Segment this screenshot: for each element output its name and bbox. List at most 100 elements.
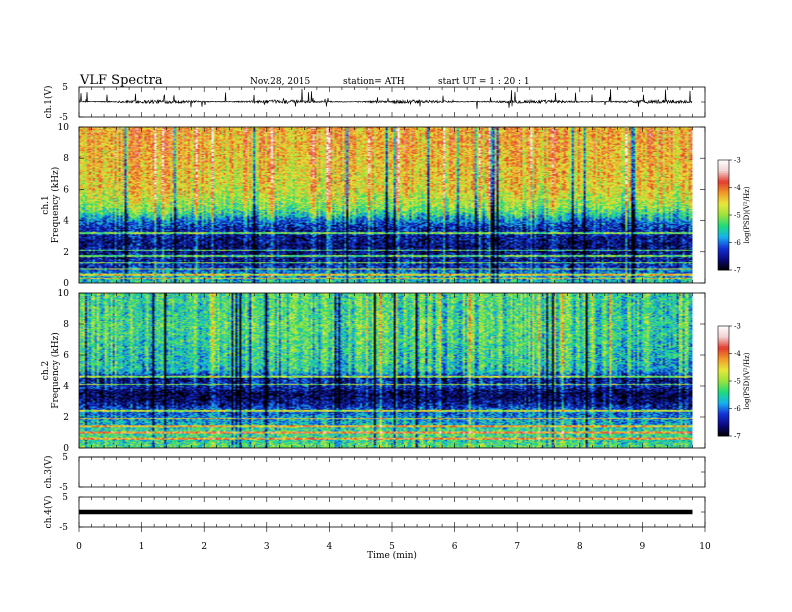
ch1-colorbar-swatch (718, 218, 729, 221)
ch1-colorbar-swatch (718, 257, 729, 260)
ch1-colorbar-swatch (718, 167, 729, 170)
ch2-colorbar-swatch (718, 340, 729, 343)
ch2-colorbar-swatch (718, 403, 729, 406)
ch2-colorbar-swatch (718, 326, 729, 329)
ch2-colorbar-swatch (718, 434, 729, 437)
ch2-colorbar-tick-label: -4 (734, 350, 741, 358)
ch1-colorbar-swatch (718, 209, 729, 212)
ch2-colorbar-swatch (718, 381, 729, 384)
ch1-colorbar-swatch (718, 189, 729, 192)
ch4-ylabel: ch.4(V) (43, 496, 54, 529)
ch2-colorbar: -3 -4 -5 -6 -7 log(PSD)(V²/Hz) (717, 323, 751, 441)
ch1-spec-ytick-label: 0 (63, 279, 69, 289)
ch1-colorbar-swatch (718, 229, 729, 232)
ch2-colorbar-swatch (718, 337, 729, 340)
ch2-colorbar-swatch (718, 346, 729, 349)
ch2-colorbar-swatch (718, 419, 729, 422)
time-tick-label: 4 (327, 542, 333, 552)
ch2-colorbar-swatch (718, 386, 729, 389)
ch1-colorbar-swatch (718, 185, 729, 188)
ch1-colorbar-tick-label: -4 (734, 184, 741, 192)
ch1-colorbar-swatch (718, 231, 729, 234)
ch2-colorbar-swatch (718, 327, 729, 331)
ch2-colorbar-swatch (718, 397, 729, 400)
ch1-colorbar-swatch (718, 163, 729, 166)
ch1-colorbar-swatch (718, 191, 729, 194)
ch1-spectrogram-panel: 0 2 4 6 8 10 ch.1 Frequency (kHz) (41, 123, 706, 289)
ch1-ylabel: ch.1(V) (43, 86, 54, 119)
time-tick-label: 10 (699, 542, 711, 552)
ch3-ytick-label: 5 (62, 453, 68, 463)
ch2-spec-ytick-label: 2 (63, 413, 69, 423)
ch2-colorbar-swatch (718, 329, 729, 332)
ch1-colorbar-swatch (718, 171, 729, 174)
ch1-colorbar-swatch (718, 204, 729, 207)
ch2-colorbar-swatch (718, 417, 729, 420)
ch1-ytick-label: 5 (62, 83, 68, 93)
time-axis-label: Time (min) (367, 550, 417, 561)
ch1-spec-ylabel: Frequency (kHz) (50, 167, 61, 244)
ch2-spectrogram-image (79, 293, 693, 448)
start-time-label: start UT = 1 : 20 : 1 (438, 77, 530, 87)
ch2-colorbar-swatch (718, 360, 729, 364)
ch1-colorbar-swatch (718, 216, 729, 220)
ch4-waveform-panel: 5 -5 ch.4(V) (43, 493, 706, 533)
ch1-colorbar-swatch (718, 240, 729, 243)
ch2-colorbar-swatch (718, 375, 729, 378)
station-label: station= ATH (343, 77, 405, 87)
figure-title: VLF Spectra (79, 73, 163, 88)
ch2-spec-channel-label: ch.2 (41, 361, 51, 380)
ch1-colorbar-swatch (718, 207, 729, 210)
ch2-colorbar-swatch (718, 368, 729, 371)
ch2-colorbar-swatch (718, 390, 729, 393)
ch2-colorbar-swatch (718, 366, 729, 369)
ch2-colorbar-swatch (718, 362, 729, 365)
ch1-colorbar-swatch (718, 213, 729, 216)
ch1-colorbar-swatch (718, 183, 729, 187)
ch2-colorbar-swatch (718, 399, 729, 402)
ch2-colorbar-swatch (718, 353, 729, 356)
ch1-colorbar-swatch (718, 262, 729, 265)
time-axis: 0 1 2 3 4 5 6 7 8 9 10 Time (min) (76, 527, 711, 561)
ch1-colorbar-swatch (718, 249, 729, 253)
ch2-spec-ytick-label: 6 (63, 351, 69, 361)
ch1-colorbar-swatch (718, 187, 729, 190)
ch1-spec-channel-label: ch.1 (41, 195, 51, 214)
ch2-spec-ytick-label: 8 (63, 320, 69, 330)
ch2-colorbar-swatch (718, 344, 729, 347)
time-tick-label: 3 (264, 542, 270, 552)
ch1-colorbar-swatch (718, 220, 729, 223)
ch1-colorbar-swatch (718, 215, 729, 218)
ch2-colorbar-swatch (718, 428, 729, 431)
ch1-colorbar-swatch (718, 260, 729, 264)
ch2-colorbar-swatch (718, 333, 729, 336)
ch2-colorbar-swatch (718, 426, 729, 430)
ch2-colorbar-swatch (718, 401, 729, 404)
ch4-ytick-label: -5 (59, 523, 68, 533)
ch2-colorbar-swatch (718, 430, 729, 433)
ch1-waveform-panel: 5 -5 ch.1(V) (43, 83, 706, 123)
ch2-colorbar-swatch (718, 408, 729, 411)
ch2-colorbar-swatch (718, 331, 729, 334)
ch2-colorbar-label: log(PSD)(V²/Hz) (743, 352, 751, 409)
ch2-colorbar-swatch (718, 351, 729, 354)
ch1-colorbar-swatch (718, 222, 729, 225)
time-tick-label: 2 (201, 542, 207, 552)
time-tick-label: 0 (76, 542, 82, 552)
ch1-colorbar-swatch (718, 182, 729, 185)
ch1-colorbar-swatch (718, 160, 729, 163)
ch1-colorbar-swatch (718, 211, 729, 214)
ch2-colorbar-swatch (718, 357, 729, 360)
ch2-colorbar-swatch (718, 349, 729, 353)
ch1-colorbar-tick-label: -5 (734, 212, 741, 220)
ch1-colorbar-swatch (718, 196, 729, 199)
ch2-colorbar-swatch (718, 410, 729, 413)
ch1-colorbar-swatch (718, 172, 729, 176)
ch2-colorbar-swatch (718, 371, 729, 375)
time-tick-label: 8 (577, 542, 583, 552)
ch2-colorbar-swatch (718, 432, 729, 435)
ch2-colorbar-swatch (718, 415, 729, 419)
ch1-spec-ytick-label: 8 (63, 154, 69, 164)
ch1-ytick-label: -5 (59, 113, 68, 123)
